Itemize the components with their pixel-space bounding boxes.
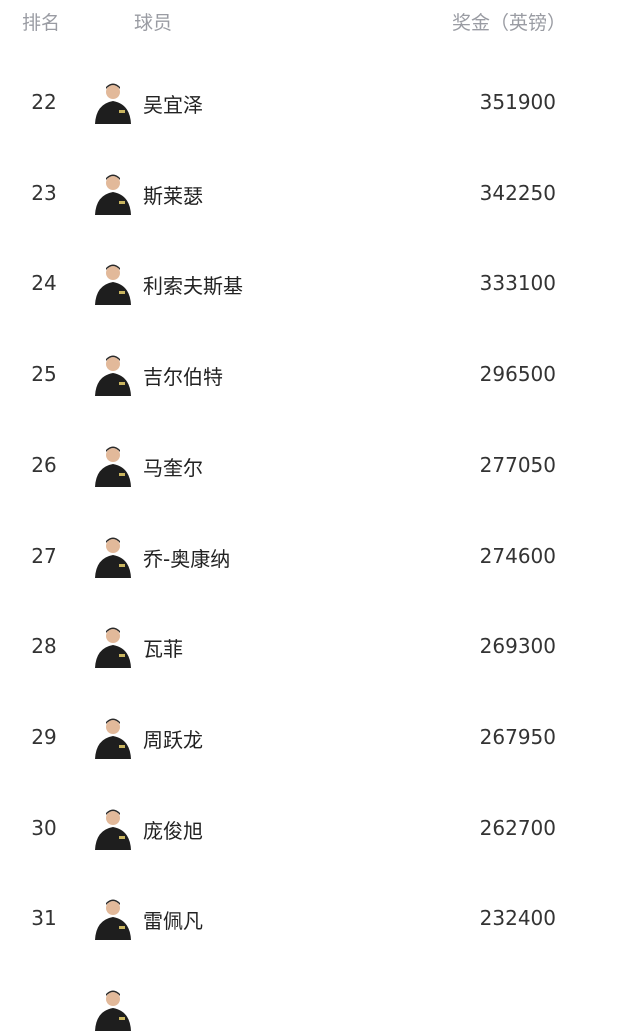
player-avatar <box>92 534 134 578</box>
table-row[interactable]: 27 乔-奥康纳 274600 <box>0 526 640 586</box>
table-row[interactable]: 29 周跃龙 267950 <box>0 707 640 767</box>
player-name[interactable]: 乔-奥康纳 <box>143 546 231 571</box>
rank: 26 <box>31 452 57 477</box>
header-player: 球员 <box>134 12 173 34</box>
player-avatar <box>92 987 134 1031</box>
player-avatar <box>92 80 134 124</box>
table-row[interactable]: 30 庞俊旭 262700 <box>0 798 640 858</box>
rank: 30 <box>31 815 57 840</box>
prize-money: 232400 <box>479 906 556 931</box>
table-row[interactable]: 23 斯莱瑟 342250 <box>0 163 640 223</box>
player-name[interactable]: 雷佩凡 <box>143 909 203 934</box>
rank: 27 <box>31 543 57 568</box>
header-rank: 排名 <box>22 12 61 34</box>
player-avatar <box>92 806 134 850</box>
player-name[interactable]: 吉尔伯特 <box>143 365 223 390</box>
player-name[interactable]: 庞俊旭 <box>143 818 203 843</box>
player-name[interactable]: 吴宜泽 <box>143 93 203 117</box>
rank: 22 <box>31 90 57 114</box>
player-avatar <box>92 715 134 759</box>
prize-money: 277050 <box>479 452 556 477</box>
player-name[interactable]: 斯莱瑟 <box>143 183 203 208</box>
prize-money: 342250 <box>479 180 556 205</box>
prize-money: 269300 <box>479 634 556 659</box>
prize-money: 262700 <box>479 815 556 840</box>
player-avatar <box>92 171 134 215</box>
table-row[interactable]: 25 吉尔伯特 296500 <box>0 344 640 404</box>
table-row[interactable]: 28 瓦菲 269300 <box>0 616 640 676</box>
header-prize: 奖金（英镑） <box>452 12 567 34</box>
prize-money: 274600 <box>479 543 556 568</box>
prize-money: 351900 <box>479 90 556 114</box>
player-avatar <box>92 261 134 306</box>
player-avatar <box>92 443 134 487</box>
table-row[interactable]: 22 吴宜泽 351900 <box>0 72 640 132</box>
rank: 23 <box>31 180 57 205</box>
rank: 29 <box>31 724 57 749</box>
player-avatar <box>92 896 134 941</box>
player-avatar <box>92 624 134 669</box>
rank: 31 <box>31 906 57 931</box>
player-name[interactable]: 马奎尔 <box>143 455 203 480</box>
table-row[interactable]: 24 利索夫斯基 333100 <box>0 253 640 313</box>
table-row[interactable]: 31 雷佩凡 232400 <box>0 888 640 948</box>
table-row[interactable]: 26 马奎尔 277050 <box>0 435 640 495</box>
rank: 24 <box>31 271 57 296</box>
rank: 28 <box>31 634 57 659</box>
prize-money: 333100 <box>479 271 556 296</box>
prize-money: 267950 <box>479 724 556 749</box>
player-name[interactable]: 周跃龙 <box>143 727 203 752</box>
prize-money: 296500 <box>479 362 556 387</box>
player-name[interactable]: 利索夫斯基 <box>143 274 243 299</box>
player-name[interactable]: 瓦菲 <box>143 637 183 662</box>
rank: 25 <box>31 362 57 387</box>
player-avatar <box>92 352 134 397</box>
